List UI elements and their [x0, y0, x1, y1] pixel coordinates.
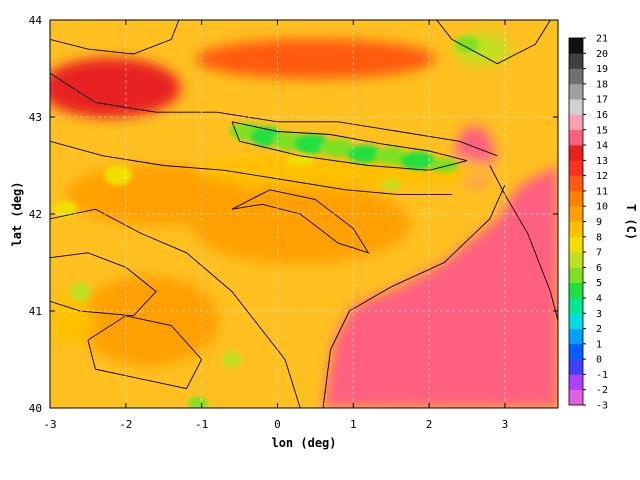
contour-line	[489, 165, 558, 321]
x-axis: -3 -2 -1 0 1 2 3	[43, 20, 508, 431]
colorbar-segment	[569, 343, 583, 360]
colorbar-segment	[569, 129, 583, 146]
cold-spot	[187, 397, 208, 408]
x-tick-label: 3	[502, 418, 509, 431]
colorbar-tick-label: -2	[596, 385, 608, 396]
colorbar-tick-label: 15	[596, 125, 608, 136]
contour-line	[231, 121, 468, 171]
y-axis-label: lat (deg)	[10, 181, 24, 246]
colorbar-tick-label: 1	[596, 339, 602, 350]
colorbar-tick-label: 0	[596, 355, 602, 366]
cold-spot	[346, 144, 383, 163]
colorbar-tick-label: 18	[596, 79, 608, 90]
colorbar-segment	[569, 359, 583, 375]
temperature-field	[50, 20, 558, 408]
colorbar-tick-label: 17	[596, 95, 608, 106]
colorbar-segment	[569, 99, 583, 115]
colorbar-tick-label: 12	[596, 171, 608, 182]
colorbar-segment	[569, 38, 583, 54]
colorbar-segment	[569, 83, 583, 100]
colorbar-segment	[569, 374, 583, 391]
y-tick-label: 42	[29, 208, 42, 221]
x-axis-label: lon (deg)	[271, 436, 336, 450]
contour-line	[322, 184, 506, 408]
colorbar-tick-label: -1	[596, 370, 608, 381]
contour-line	[50, 72, 498, 157]
colorbar-segment	[569, 175, 583, 192]
colorbar-tick-label: 8	[596, 232, 602, 243]
colorbar-tick-label: 2	[596, 324, 602, 335]
colorbar-tick-label: 19	[596, 64, 608, 75]
colorbar-segment	[569, 282, 583, 299]
y-tick-label: 43	[29, 111, 42, 124]
colorbar-tick-label: 13	[596, 156, 608, 167]
cold-spot	[221, 351, 242, 368]
x-tick-label: -1	[195, 418, 208, 431]
colorbar-segment	[569, 53, 583, 69]
colorbar-tick-label: 20	[596, 49, 608, 60]
cold-spot	[70, 281, 91, 302]
cold-spot	[286, 155, 315, 166]
y-axis: 40 41 42 43 44	[29, 14, 558, 415]
colorbar-tick-label: 10	[596, 202, 608, 213]
colorbar-segment	[569, 114, 583, 131]
colorbar-tick-label: 9	[596, 217, 602, 228]
colorbar-segment	[569, 145, 583, 161]
colorbar-segment	[569, 221, 583, 238]
x-tick-label: -3	[43, 418, 56, 431]
sea-warm-region	[322, 165, 558, 408]
contour-line	[231, 189, 370, 254]
colorbar-segment	[569, 267, 583, 283]
colorbar-tick-label: 6	[596, 263, 602, 274]
colorbar-segment	[569, 206, 583, 222]
x-tick-label: -2	[119, 418, 132, 431]
colorbar-tick-label: -3	[596, 401, 608, 412]
contour-line	[436, 20, 551, 65]
y-tick-label: 44	[29, 14, 43, 27]
grid-lines	[50, 20, 558, 408]
y-tick-label: 40	[29, 402, 42, 415]
colorbar-segment	[569, 190, 583, 207]
colorbar-tick-label: 21	[596, 34, 608, 45]
contour-line	[50, 208, 301, 408]
warm-area	[195, 38, 436, 79]
colorbar-segment	[569, 252, 583, 268]
colorbar-label: T (C)	[624, 204, 638, 240]
y-tick-label: 41	[29, 305, 42, 318]
colorbar-tick-label: 7	[596, 248, 602, 259]
colorbar	[568, 37, 584, 406]
cold-spot	[430, 158, 459, 173]
colorbar-segment	[569, 297, 583, 314]
colorbar-segment	[569, 328, 583, 345]
colorbar-tick-label: 4	[596, 293, 602, 304]
contour-line	[50, 140, 452, 196]
x-tick-label: 1	[350, 418, 357, 431]
contour-line	[87, 315, 203, 390]
colorbar-tick-label: 16	[596, 110, 608, 121]
colorbar-tick-label: 3	[596, 309, 602, 320]
x-tick-label: 2	[426, 418, 433, 431]
contour-line	[50, 20, 180, 55]
colorbar-segment	[569, 160, 583, 176]
x-tick-label: 0	[274, 418, 281, 431]
ebro-valley	[190, 183, 411, 264]
cold-spot	[104, 165, 133, 186]
cool-area	[50, 295, 95, 346]
colorbar-segment	[569, 236, 583, 253]
cold-spot	[455, 36, 480, 53]
cold-spot	[399, 151, 436, 170]
cold-spot	[53, 201, 78, 218]
contour-lines	[50, 20, 558, 408]
colorbar-segment	[569, 389, 583, 406]
colorbar-segment	[569, 313, 583, 329]
colorbar-tick-label: 5	[596, 278, 602, 289]
warm-area	[50, 57, 181, 118]
cold-spot	[381, 179, 402, 190]
cold-spot	[375, 146, 408, 165]
colorbar-tick-label: 11	[596, 186, 608, 197]
colorbar-segment	[569, 68, 583, 85]
colorbar-tick-label: 14	[596, 141, 608, 152]
